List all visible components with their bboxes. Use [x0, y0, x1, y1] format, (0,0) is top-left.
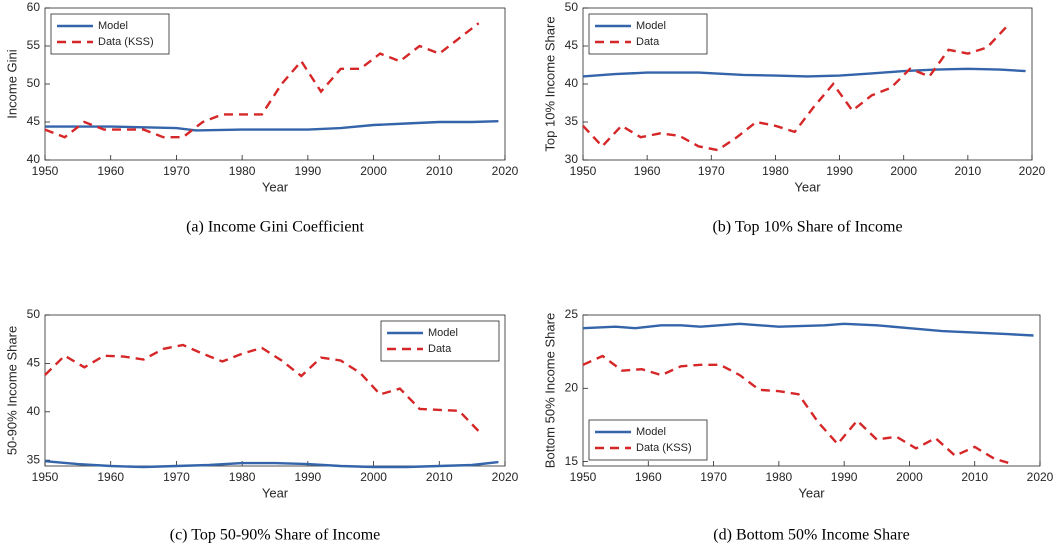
- y-tick-label: 50: [565, 0, 579, 14]
- y-axis-label: Income Gini: [4, 49, 19, 118]
- x-tick-label: 2020: [1019, 164, 1046, 178]
- x-tick-label: 2010: [961, 470, 988, 484]
- x-tick-label: 1960: [97, 470, 124, 484]
- x-axis-label: Year: [262, 485, 289, 500]
- x-tick-label: 1950: [32, 470, 59, 484]
- x-tick-label: 2000: [360, 470, 387, 484]
- caption: (d) Bottom 50% Income Share: [713, 527, 909, 544]
- series-line: [44, 460, 499, 469]
- y-tick-label: 50: [27, 307, 41, 321]
- series-line: [582, 322, 1034, 337]
- x-tick-label: 1970: [163, 470, 190, 484]
- x-tick-label: 1960: [634, 164, 661, 178]
- x-tick-label: 1970: [700, 470, 727, 484]
- caption: (a) Income Gini Coefficient: [186, 219, 364, 236]
- y-tick-label: 45: [565, 38, 579, 52]
- series-line: [44, 22, 480, 139]
- caption: (b) Top 10% Share of Income: [712, 219, 902, 236]
- y-tick-label: 45: [27, 356, 41, 370]
- legend-box: [588, 13, 708, 55]
- y-tick-label: 40: [27, 152, 41, 166]
- legend-label: Data (KSS): [98, 36, 154, 48]
- x-tick-label: 2010: [426, 164, 453, 178]
- x-tick-label: 1980: [766, 470, 793, 484]
- x-tick-label: 2020: [492, 470, 519, 484]
- series-line: [44, 343, 480, 433]
- x-tick-label: 1980: [229, 164, 256, 178]
- x-tick-label: 1950: [570, 470, 597, 484]
- y-tick-label: 25: [565, 307, 579, 321]
- x-tick-label: 2010: [426, 470, 453, 484]
- x-tick-label: 1960: [635, 470, 662, 484]
- legend-label: Data: [636, 36, 660, 48]
- y-axis-label: Bottom 50% Income Share: [542, 313, 557, 468]
- legend-box: [588, 419, 708, 461]
- x-tick-label: 1990: [826, 164, 853, 178]
- x-axis-label: Year: [262, 179, 289, 194]
- legend-label: Data (KSS): [636, 442, 692, 454]
- legend-label: Model: [98, 20, 128, 32]
- x-tick-label: 2000: [360, 164, 387, 178]
- legend-label: Model: [636, 20, 666, 32]
- legend-label: Model: [636, 426, 666, 438]
- series-line: [582, 354, 1015, 466]
- y-tick-label: 55: [27, 38, 41, 52]
- legend-box: [50, 13, 170, 55]
- legend-label: Data: [428, 343, 452, 355]
- y-tick-label: 15: [565, 454, 579, 468]
- series-line: [582, 67, 1026, 78]
- y-axis-label: Top 10% Income Share: [542, 16, 557, 151]
- x-tick-label: 1980: [762, 164, 789, 178]
- y-tick-label: 40: [27, 404, 41, 418]
- x-tick-label: 2010: [955, 164, 982, 178]
- y-tick-label: 20: [565, 380, 579, 394]
- series-line: [582, 26, 1008, 152]
- legend-box: [380, 320, 500, 362]
- y-tick-label: 45: [27, 114, 41, 128]
- x-tick-label: 1990: [295, 470, 322, 484]
- x-tick-label: 1990: [831, 470, 858, 484]
- x-tick-label: 1950: [570, 164, 597, 178]
- x-tick-label: 2020: [1027, 470, 1054, 484]
- y-tick-label: 60: [27, 0, 41, 14]
- x-tick-label: 2000: [896, 470, 923, 484]
- x-tick-label: 2020: [492, 164, 519, 178]
- y-tick-label: 40: [565, 76, 579, 90]
- legend-label: Model: [428, 327, 458, 339]
- y-axis-label: 50-90% Income Share: [4, 326, 19, 455]
- x-tick-label: 1960: [97, 164, 124, 178]
- x-axis-label: Year: [794, 179, 821, 194]
- y-tick-label: 30: [565, 152, 579, 166]
- x-axis-label: Year: [798, 485, 825, 500]
- x-tick-label: 1950: [32, 164, 59, 178]
- y-tick-label: 35: [565, 114, 579, 128]
- x-tick-label: 1980: [229, 470, 256, 484]
- x-tick-label: 1970: [163, 164, 190, 178]
- series-line: [45, 120, 499, 132]
- y-tick-label: 50: [27, 76, 41, 90]
- x-tick-label: 1970: [698, 164, 725, 178]
- y-tick-label: 35: [27, 452, 41, 466]
- x-tick-label: 2000: [890, 164, 917, 178]
- x-tick-label: 1990: [295, 164, 322, 178]
- caption: (c) Top 50-90% Share of Income: [170, 527, 381, 544]
